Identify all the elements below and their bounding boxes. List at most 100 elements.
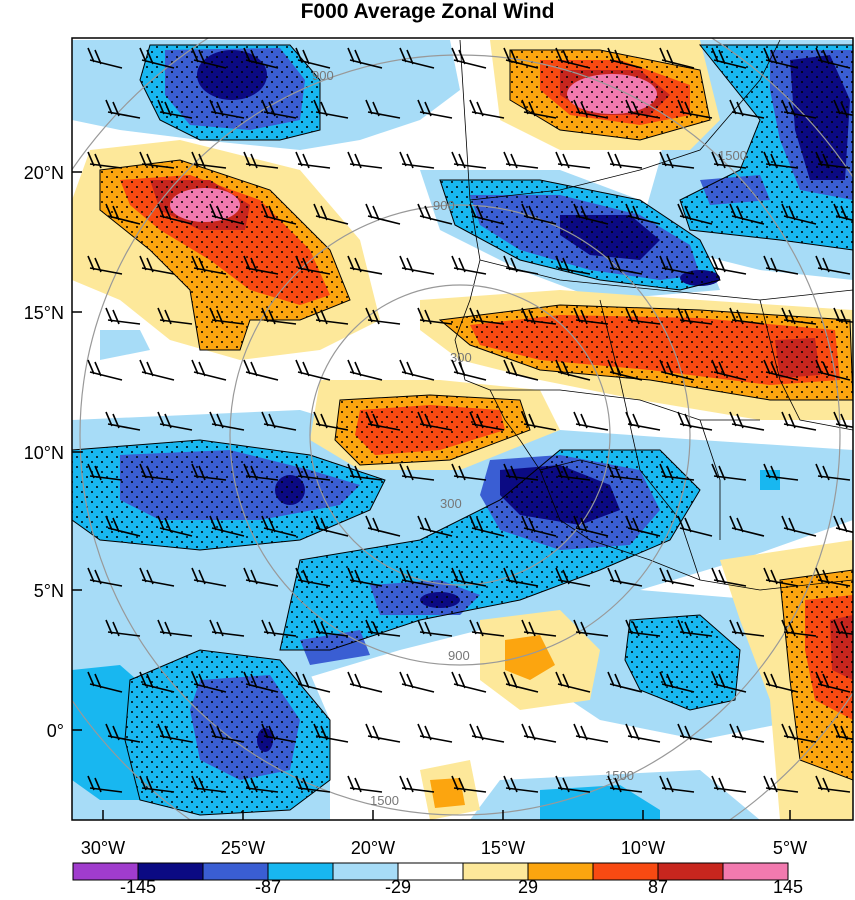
wind-barb: [139, 671, 175, 693]
wind-barb: [451, 775, 487, 793]
wind-barb: [417, 515, 453, 537]
range-ring-labels: 300 300 900 900 900 1500 1500 1500: [312, 68, 747, 808]
wind-barb: [815, 671, 851, 693]
wind-barb: [833, 619, 853, 637]
wind-barb: [729, 99, 765, 119]
wind-barb: [781, 619, 817, 637]
lon-label-20w: 20°W: [351, 838, 395, 858]
wind-barb: [711, 463, 747, 481]
wind-barb: [729, 515, 765, 537]
wind-barb: [503, 359, 539, 381]
wind-barb: [781, 99, 817, 119]
wind-barb: [105, 723, 141, 743]
wind-barb: [157, 307, 193, 325]
wind-barb: [261, 99, 297, 119]
lon-label-25w: 25°W: [221, 838, 265, 858]
wind-barb: [87, 671, 123, 693]
wind-barb: [503, 671, 539, 693]
wind-barb: [417, 307, 453, 325]
wind-barb: [295, 567, 331, 587]
ring-label-300-s: 300: [440, 496, 462, 511]
wind-barb: [469, 723, 505, 743]
wind-barb: [87, 255, 123, 275]
wind-barb: [191, 463, 227, 481]
ring-label-900-nw: 900: [312, 68, 334, 83]
ring-label-1500-s: 1500: [370, 793, 399, 808]
wind-barb: [417, 411, 453, 431]
wind-barb: [833, 99, 853, 117]
wind-barb: [659, 359, 695, 381]
wind-barb: [659, 567, 695, 587]
wind-barbs: [87, 47, 853, 793]
wind-barb: [295, 671, 331, 693]
colorbar-label-5: 145: [773, 877, 803, 897]
wind-barb: [261, 515, 297, 537]
wind-barb: [503, 463, 539, 481]
wind-barb: [729, 619, 765, 637]
wind-barb: [295, 359, 331, 381]
wind-barb: [573, 723, 609, 743]
ring-label-1500-ne: 1500: [718, 148, 747, 163]
ring-label-1500-se: 1500: [605, 768, 634, 783]
wind-barb: [347, 47, 383, 69]
wind-barb: [209, 723, 245, 743]
wind-barb: [469, 619, 505, 637]
wind-barb: [313, 411, 349, 431]
wind-barb: [347, 775, 383, 793]
wind-barb: [209, 515, 245, 537]
wind-barb: [521, 99, 557, 119]
wind-barb: [451, 151, 487, 169]
wind-barb: [659, 775, 695, 793]
wind-barb: [243, 255, 279, 275]
wind-barb: [417, 203, 453, 225]
wind-barb: [711, 775, 747, 793]
wind-barb: [729, 723, 765, 743]
lat-label-5n: 5°N: [34, 581, 64, 601]
wind-barb: [243, 567, 279, 587]
wind-barb: [607, 47, 643, 69]
wind-barb: [607, 359, 643, 381]
wind-barb: [347, 567, 383, 587]
lat-axis: 20°N 15°N 10°N 5°N 0°: [24, 163, 82, 741]
wind-barb: [555, 255, 591, 275]
wind-barb: [347, 359, 383, 381]
wind-barb: [469, 203, 505, 225]
lon-axis: 30°W 25°W 20°W 15°W 10°W 5°W: [81, 810, 807, 858]
wind-barb: [781, 515, 817, 537]
wind-barb: [521, 203, 557, 225]
wind-barb: [365, 723, 401, 743]
wind-barb: [347, 671, 383, 693]
wind-barb: [261, 411, 297, 431]
wind-barb: [815, 567, 851, 587]
wind-barb: [399, 359, 435, 381]
wind-barb: [625, 411, 661, 431]
wind-barb: [555, 47, 591, 69]
wind-barb: [659, 47, 695, 69]
wind-barb: [659, 255, 695, 275]
wind-barb: [625, 723, 661, 743]
wind-barb: [365, 411, 401, 431]
wind-barb: [711, 671, 747, 693]
wind-barb: [729, 307, 765, 325]
ring-label-300-n: 300: [450, 350, 472, 365]
wind-barb: [555, 463, 591, 481]
wind-barb: [711, 359, 747, 381]
wind-barb: [607, 775, 643, 793]
wind-barb: [399, 151, 435, 169]
colorbar-label-2: -29: [385, 877, 411, 897]
colorbar-labels: -145 -87 -29 29 87 145: [120, 877, 803, 897]
wind-barb: [711, 151, 747, 169]
wind-barb: [313, 203, 349, 225]
wind-barb: [313, 723, 349, 743]
wind-barb: [573, 307, 609, 325]
wind-barb: [625, 307, 661, 325]
wind-barb: [347, 463, 383, 481]
wind-barb: [87, 775, 123, 793]
wind-barb: [191, 359, 227, 381]
wind-barb: [815, 151, 851, 169]
wind-barb: [139, 359, 175, 381]
ring-label-900-s: 900: [448, 648, 470, 663]
wind-barb: [607, 151, 643, 169]
